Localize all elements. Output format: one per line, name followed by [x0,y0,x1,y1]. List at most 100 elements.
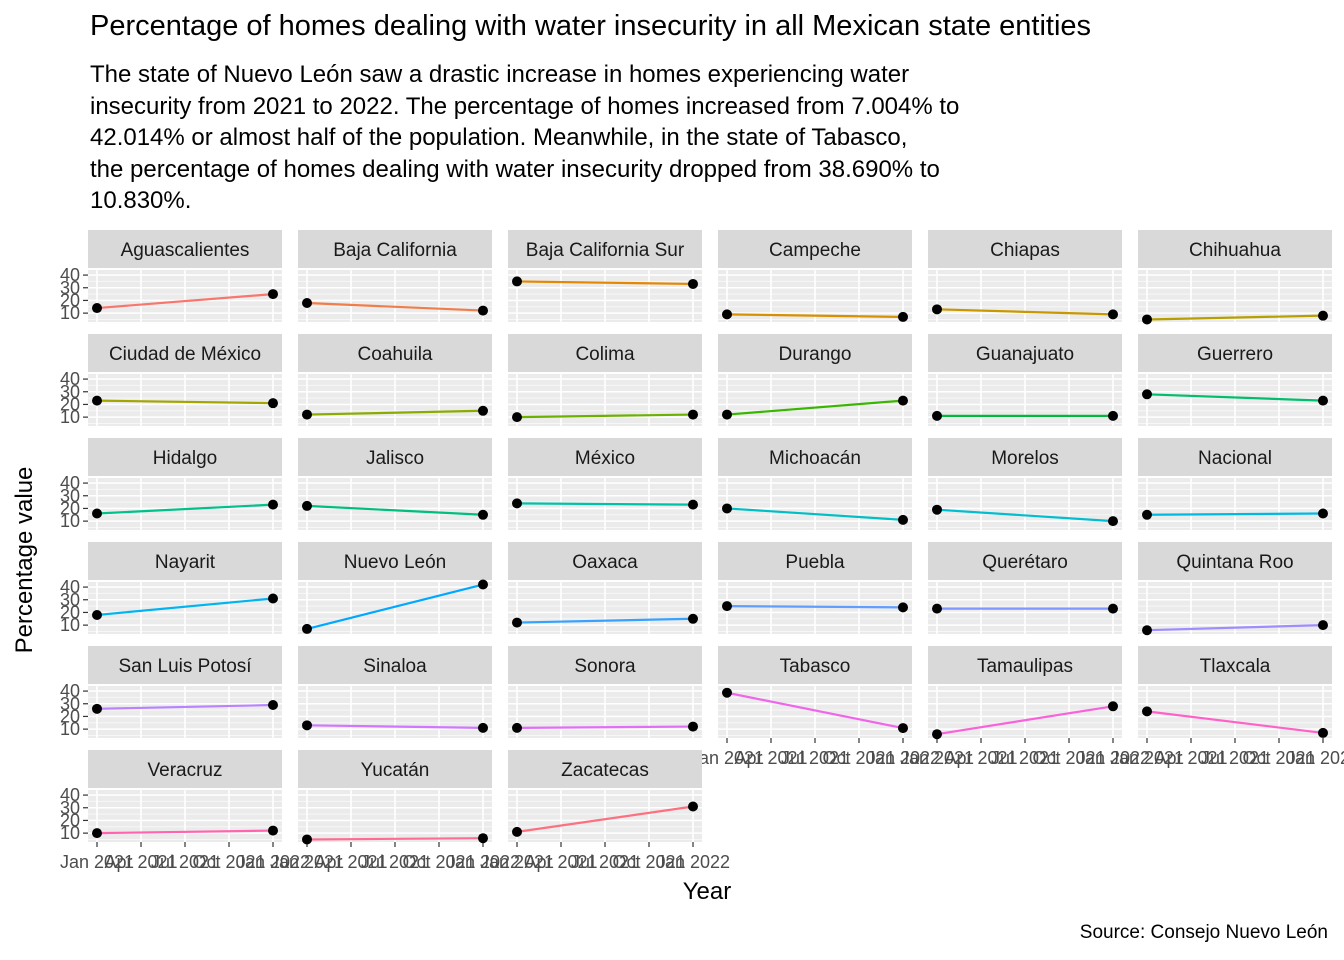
data-point [512,412,522,423]
facet-strip [88,542,282,580]
facet-strip [88,750,282,788]
y-tick-label: 30 [60,798,80,818]
facet-strip-label: Durango [779,344,852,365]
facet-panel: Nuevo León [298,542,492,634]
data-point [478,579,488,590]
series-line [516,805,694,833]
facet-panel: Chihuahua [1138,230,1332,325]
facet-strip [1138,230,1332,268]
facet-strip-label: Chihuahua [1189,240,1281,261]
data-point [512,276,522,287]
x-tick-label: Apr 2021 [314,852,387,872]
x-tick-label: Apr 2021 [944,748,1017,768]
x-tick-label: Jul 2021 [991,748,1059,768]
x-tick-label: Oct 2021 [822,748,895,768]
data-point [268,700,278,711]
facet-strip-label: Ciudad de México [109,344,261,365]
data-point [478,509,488,520]
facet-strip [718,230,912,268]
facet-panel: Querétaro [928,542,1122,634]
facet-panel: Sinaloa [298,646,492,738]
data-point [478,305,488,316]
x-tick-label: Apr 2021 [734,748,807,768]
x-tick-label: Oct 2021 [612,852,685,872]
facet-strip-label: Chiapas [990,240,1060,261]
x-tick-label: Oct 2021 [1242,748,1315,768]
facet-panel: Nacional [1138,438,1332,530]
facet-strip [928,646,1122,684]
data-point [1318,310,1328,321]
facet-panel: Baja California [298,230,492,322]
y-tick-label: 30 [60,694,80,714]
facet-strip-label: Guerrero [1197,344,1273,365]
facet-strip [298,750,492,788]
facet-strip [718,438,912,476]
facet-panel: Sonora [508,646,702,738]
facet-strip-label: Michoacán [769,448,861,469]
series-line [96,399,274,405]
y-tick-label: 10 [60,407,80,427]
x-tick-label: Oct 2021 [402,852,475,872]
x-tick-label: Oct 2021 [192,852,265,872]
data-point [932,504,942,515]
facet-strip-label: Sonora [574,656,636,677]
facet-strip [718,646,912,684]
facet-strip-label: Quintana Roo [1176,552,1293,573]
data-point [478,833,488,844]
facet-panel: Chiapas [928,230,1122,322]
data-point [512,826,522,837]
facet-strip-label: Yucatán [361,760,430,781]
data-point [1108,309,1118,320]
data-point [92,703,102,714]
data-point [1142,509,1152,520]
facet-panel: Jalisco [298,438,492,530]
data-point [512,617,522,628]
facet-strip-label: Baja California Sur [526,240,685,261]
facet-strip [298,334,492,372]
x-tick-label: Jan 2022 [656,852,730,872]
y-tick-label: 30 [60,486,80,506]
facet-strip-label: Aguascalientes [121,240,250,261]
series-line [516,617,694,624]
facet-strip-label: Nuevo León [344,552,446,573]
series-line [96,597,274,617]
y-tick-label: 40 [60,473,80,493]
series-line [1146,624,1324,632]
facet-panel: Guerrero [1138,334,1332,426]
y-tick-label: 40 [60,785,80,805]
facet-strip [1138,334,1332,372]
series-line [96,829,274,835]
facet-strip-label: Oaxaca [572,552,638,573]
data-point [92,828,102,839]
y-tick-label: 40 [60,265,80,285]
facet-strip [88,646,282,684]
y-tick-label: 40 [60,577,80,597]
facet-strip-label: Jalisco [366,448,424,469]
series-line [936,508,1114,523]
x-tick-label: Jan 2022 [446,852,520,872]
facet-strip [718,334,912,372]
x-tick-label: Apr 2021 [1154,748,1227,768]
data-point [1108,410,1118,421]
data-point [302,409,312,420]
data-point [302,297,312,308]
series-line [306,504,484,516]
facet-strip [1138,646,1332,684]
data-point [302,834,312,845]
facet-strip [718,542,912,580]
data-point [512,722,522,733]
y-tick-label: 30 [60,278,80,298]
data-point [92,395,102,406]
facet-strip [88,334,282,372]
facet-strip [508,230,702,268]
data-point [512,498,522,509]
y-tick-label: 10 [60,615,80,635]
data-point [1318,508,1328,519]
data-point [302,623,312,634]
